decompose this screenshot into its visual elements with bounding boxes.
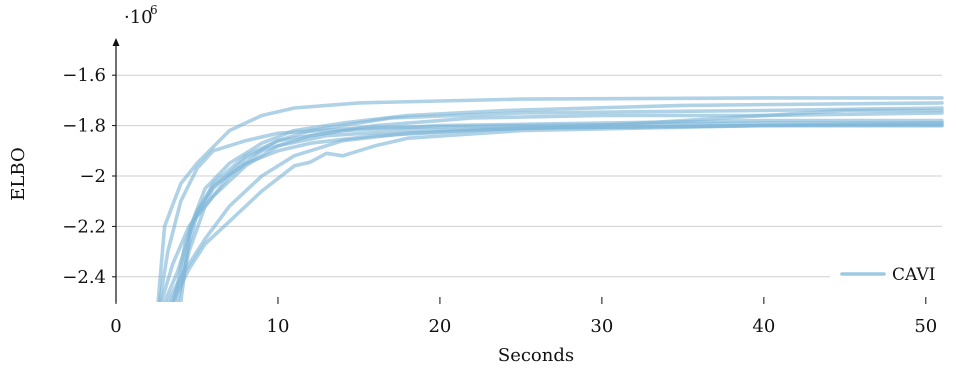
y-axis: −2.4 −2.2 −2 −1.8 −1.6 <box>62 38 120 302</box>
y-tick-label: −1.6 <box>62 65 106 86</box>
y-scale-exponent: 6 <box>150 3 158 17</box>
series-line <box>175 111 944 302</box>
x-axis: 0 10 20 30 40 50 <box>110 297 937 337</box>
series-line <box>179 101 944 302</box>
series-line <box>166 106 944 302</box>
series-line <box>169 123 944 302</box>
x-axis-title: Seconds <box>498 345 574 366</box>
x-tick-label: 10 <box>267 316 290 337</box>
legend: CAVI <box>830 256 942 292</box>
y-scale-base: ·10 <box>124 7 153 28</box>
series-line <box>170 121 944 302</box>
y-tick-label: −2.2 <box>62 216 106 237</box>
y-tick-label: −2 <box>79 166 106 187</box>
x-tick-label: 0 <box>110 316 121 337</box>
y-axis-title: ELBO <box>8 147 29 200</box>
series-line <box>162 118 944 302</box>
y-scale-label: ·10 6 <box>124 3 158 28</box>
series-line <box>156 96 944 302</box>
x-tick-label: 20 <box>428 316 451 337</box>
x-tick-label: 50 <box>914 316 937 337</box>
legend-label: CAVI <box>892 265 935 285</box>
x-tick-label: 40 <box>752 316 775 337</box>
series-layer <box>156 96 944 302</box>
y-axis-arrow <box>112 38 120 46</box>
y-tick-label: −2.4 <box>62 267 106 288</box>
y-tick-label: −1.8 <box>62 116 106 137</box>
x-tick-label: 30 <box>590 316 613 337</box>
